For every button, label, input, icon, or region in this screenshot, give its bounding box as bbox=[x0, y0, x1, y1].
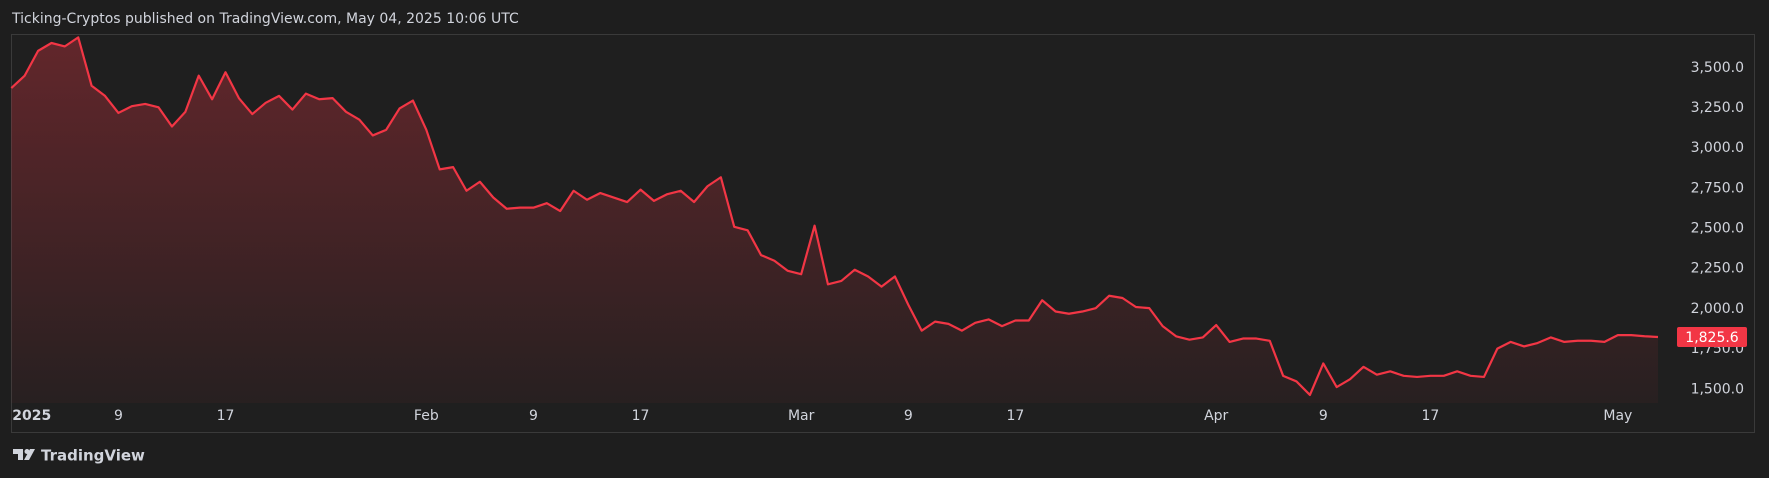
brand-name: TradingView bbox=[41, 447, 145, 465]
area-fill bbox=[11, 37, 1658, 403]
x-tick-label: 9 bbox=[529, 408, 538, 424]
x-tick-label: May bbox=[1603, 408, 1632, 424]
x-tick-label: 17 bbox=[1421, 408, 1439, 424]
y-tick-label: 1,500.0 bbox=[1691, 381, 1744, 397]
publish-caption: Ticking-Cryptos published on TradingView… bbox=[11, 11, 519, 27]
x-tick-label: 17 bbox=[632, 408, 650, 424]
price-line bbox=[10, 36, 1659, 397]
y-tick-label: 3,500.0 bbox=[1691, 60, 1744, 76]
x-tick-label: 17 bbox=[217, 408, 235, 424]
x-tick-label: 2025 bbox=[12, 408, 51, 424]
x-tick-label: Mar bbox=[788, 408, 815, 424]
x-tick-label: Apr bbox=[1204, 408, 1228, 424]
x-tick-label: 17 bbox=[1006, 408, 1024, 424]
price-label-box bbox=[1677, 326, 1747, 347]
y-tick-label: 2,750.0 bbox=[1691, 180, 1744, 196]
y-tick-label: 2,250.0 bbox=[1691, 261, 1744, 277]
y-tick-label: 3,250.0 bbox=[1691, 100, 1744, 116]
x-tick-label: Feb bbox=[414, 408, 439, 424]
x-tick-label: 9 bbox=[114, 408, 123, 424]
tv-logo bbox=[13, 449, 35, 460]
x-tick-label: 9 bbox=[1319, 408, 1328, 424]
price-label: 1,825.6 bbox=[1685, 330, 1739, 346]
y-tick-label: 3,000.0 bbox=[1691, 140, 1744, 156]
x-tick-label: 9 bbox=[904, 408, 913, 424]
y-tick-label: 2,000.0 bbox=[1691, 301, 1744, 317]
y-tick-label: 2,500.0 bbox=[1691, 221, 1744, 237]
